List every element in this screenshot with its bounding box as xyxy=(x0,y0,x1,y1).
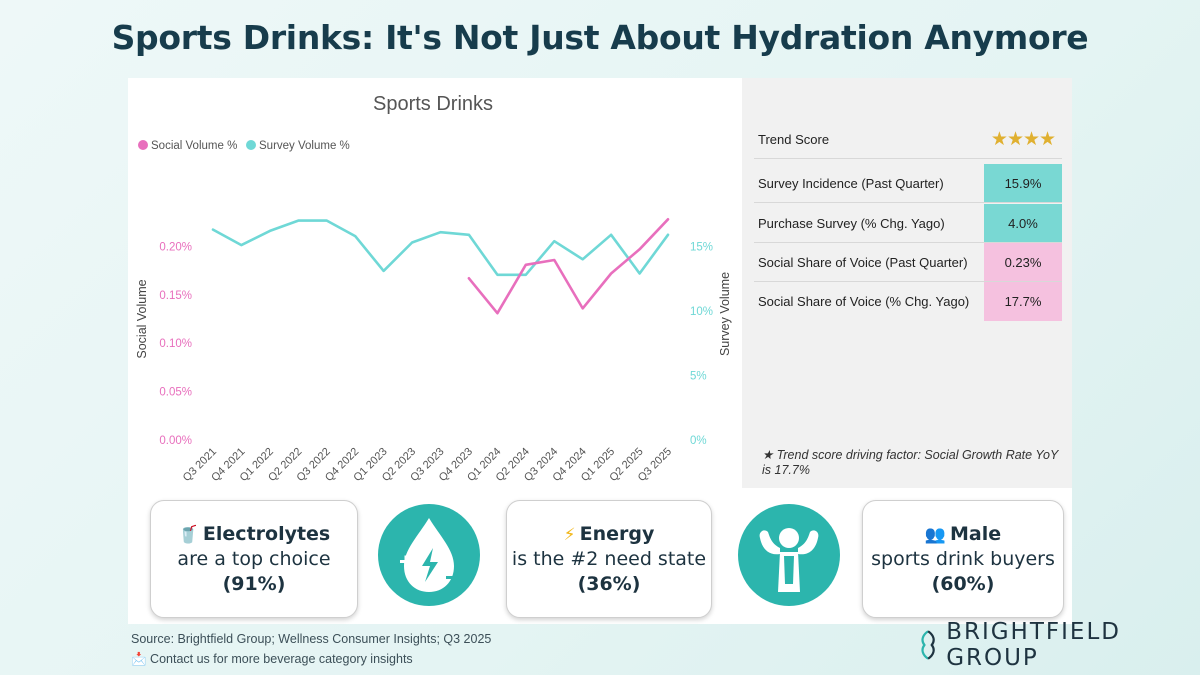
metric-row-social-share: Social Share of Voice (Past Quarter) 0.2… xyxy=(754,243,1062,282)
brand-text: BRIGHTFIELD GROUP xyxy=(946,619,1121,671)
right-tick-label: 0% xyxy=(690,435,707,447)
metric-row-social-share-chg: Social Share of Voice (% Chg. Yago) 17.7… xyxy=(754,282,1062,321)
card-line: is the #2 need state xyxy=(511,548,707,570)
card-title-text: Male xyxy=(950,523,1002,545)
strong-man-icon xyxy=(738,504,840,606)
chart-title: Sports Drinks xyxy=(373,93,493,115)
left-tick-label: 0.10% xyxy=(159,338,192,350)
right-tick-label: 10% xyxy=(690,306,713,318)
right-tick-label: 5% xyxy=(690,370,707,382)
lightning-icon: ⚡ xyxy=(563,525,576,545)
card-title-text: Electrolytes xyxy=(202,523,331,545)
mailbox-icon: 📩 xyxy=(131,652,151,666)
card-percent: (36%) xyxy=(577,573,641,595)
contact-note[interactable]: 📩 Contact us for more beverage category … xyxy=(131,652,413,667)
drink-icon: 🥤 xyxy=(177,525,199,545)
metric-label: Purchase Survey (% Chg. Yago) xyxy=(758,215,945,231)
card-title: ⚡ Energy xyxy=(507,523,711,545)
metric-value: 4.0% xyxy=(984,204,1062,242)
legend-marker-survey xyxy=(246,140,256,150)
trend-footnote: ★ Trend score driving factor: Social Gro… xyxy=(762,448,1059,477)
card-title-text: Energy xyxy=(579,523,655,545)
left-tick-label: 0.05% xyxy=(159,387,192,399)
left-axis-label: Social Volume xyxy=(135,279,149,358)
contact-text[interactable]: Contact us for more beverage category in… xyxy=(150,652,413,666)
card-title: 🥤 Electrolytes xyxy=(151,523,357,545)
metric-label: Survey Incidence (Past Quarter) xyxy=(758,175,944,191)
left-tick-label: 0.15% xyxy=(159,290,192,302)
left-tick-label: 0.20% xyxy=(159,241,192,253)
card-percent: (60%) xyxy=(931,573,995,595)
left-tick-label: 0.00% xyxy=(159,435,192,447)
line-chart: Sports Drinks Social Volume % Survey Volum… xyxy=(128,78,740,488)
card-title: 👥 Male xyxy=(863,523,1063,545)
card-line: sports drink buyers xyxy=(871,548,1055,570)
right-tick-label: 15% xyxy=(690,241,713,253)
brand-logo: BRIGHTFIELD GROUP xyxy=(918,619,1200,671)
legend-label-survey: Survey Volume % xyxy=(259,140,350,152)
card-line: are a top choice xyxy=(177,548,331,570)
water-drop-electrolyte-icon xyxy=(378,504,480,606)
metrics-panel: Trend Score ★★★★ Survey Incidence (Past … xyxy=(742,78,1072,488)
metric-row-survey-incidence: Survey Incidence (Past Quarter) 15.9% xyxy=(754,164,1062,203)
brightfield-logo-icon xyxy=(921,630,935,660)
metric-label: Social Share of Voice (Past Quarter) xyxy=(758,254,968,270)
water-drop-svg xyxy=(400,518,457,592)
trend-score-row: Trend Score ★★★★ xyxy=(754,120,1062,159)
series-line-survey xyxy=(211,219,670,277)
trend-score-label: Trend Score xyxy=(758,131,830,147)
chart-svg: Sports Drinks Social Volume % Survey Volum… xyxy=(135,93,732,484)
legend-label-social: Social Volume % xyxy=(151,140,237,152)
people-icon: 👥 xyxy=(924,525,947,545)
legend-marker-social xyxy=(138,140,148,150)
content-panel: Sports Drinks Social Volume % Survey Volum… xyxy=(128,78,1072,624)
strong-man-svg xyxy=(759,528,819,592)
card-percent: (91%) xyxy=(222,573,286,595)
metric-label: Social Share of Voice (% Chg. Yago) xyxy=(758,294,970,309)
page-title: Sports Drinks: It's Not Just About Hydra… xyxy=(111,18,1089,57)
card-electrolytes: 🥤 Electrolytes are a top choice (91%) xyxy=(150,500,358,618)
metric-value: 15.9% xyxy=(984,164,1062,202)
right-axis-label: Survey Volume xyxy=(718,272,732,356)
series-line-social xyxy=(467,218,670,315)
trend-stars-icon: ★★★★ xyxy=(990,128,1056,150)
card-male: 👥 Male sports drink buyers (60%) xyxy=(862,500,1064,618)
metric-value: 17.7% xyxy=(984,282,1062,321)
source-note: Source: Brightfield Group; Wellness Cons… xyxy=(131,632,492,646)
metric-value: 0.23% xyxy=(984,243,1062,281)
metric-row-purchase-survey: Purchase Survey (% Chg. Yago) 4.0% xyxy=(754,204,1062,243)
card-energy: ⚡ Energy is the #2 need state (36%) xyxy=(506,500,712,618)
